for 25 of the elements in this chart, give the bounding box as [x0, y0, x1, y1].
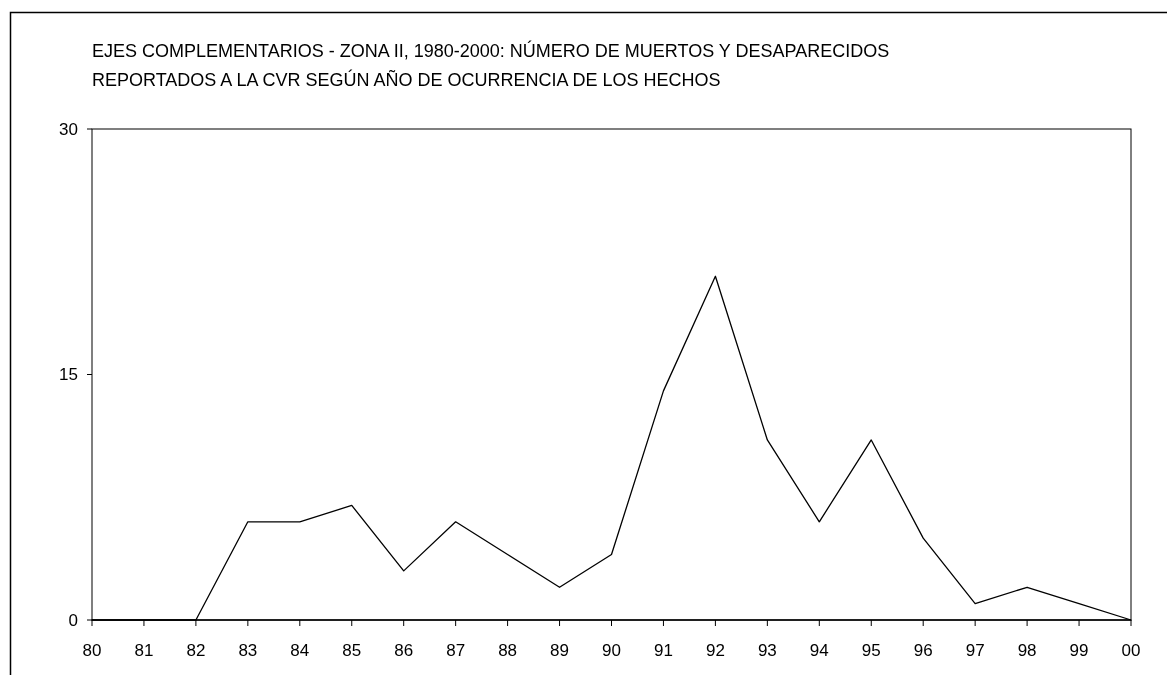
x-tick-label: 81 — [134, 641, 154, 660]
x-tick-label: 97 — [965, 641, 985, 660]
x-tick-label: 98 — [1017, 641, 1037, 660]
x-tick-label: 83 — [238, 641, 258, 660]
x-tick-label: 94 — [809, 641, 829, 660]
chart-title: EJES COMPLEMENTARIOS - ZONA II, 1980-2000: NÚMERO DE MUERTOS Y DESAPARECIDOS REPORTADOS A LA CVR SEGÚN AÑO DE OCURRENCIA DE LOS HECHOS — [92, 40, 890, 90]
x-tick-label: 82 — [186, 641, 206, 660]
x-tick-label: 88 — [498, 641, 518, 660]
x-tick-label: 92 — [705, 641, 725, 660]
x-tick-label: 89 — [550, 641, 570, 660]
x-tick-label: 84 — [290, 641, 310, 660]
x-tick-label: 90 — [602, 641, 621, 660]
x-tick-label: 99 — [1069, 641, 1089, 660]
y-tick-label: 15 — [59, 365, 78, 385]
x-tick-label: 95 — [861, 641, 881, 660]
x-tick-label: 86 — [394, 641, 414, 660]
x-tick-label: 87 — [446, 641, 466, 660]
y-tick-label: 0 — [68, 610, 78, 630]
x-tick-label: 85 — [342, 641, 362, 660]
x-tick-label: 93 — [757, 641, 777, 660]
y-tick-label: 30 — [59, 119, 78, 139]
x-tick-label: 91 — [653, 641, 673, 660]
x-tick-label: 96 — [913, 641, 933, 660]
x-tick-label: 80 — [82, 641, 102, 660]
x-tick-label: 00 — [1121, 641, 1141, 660]
